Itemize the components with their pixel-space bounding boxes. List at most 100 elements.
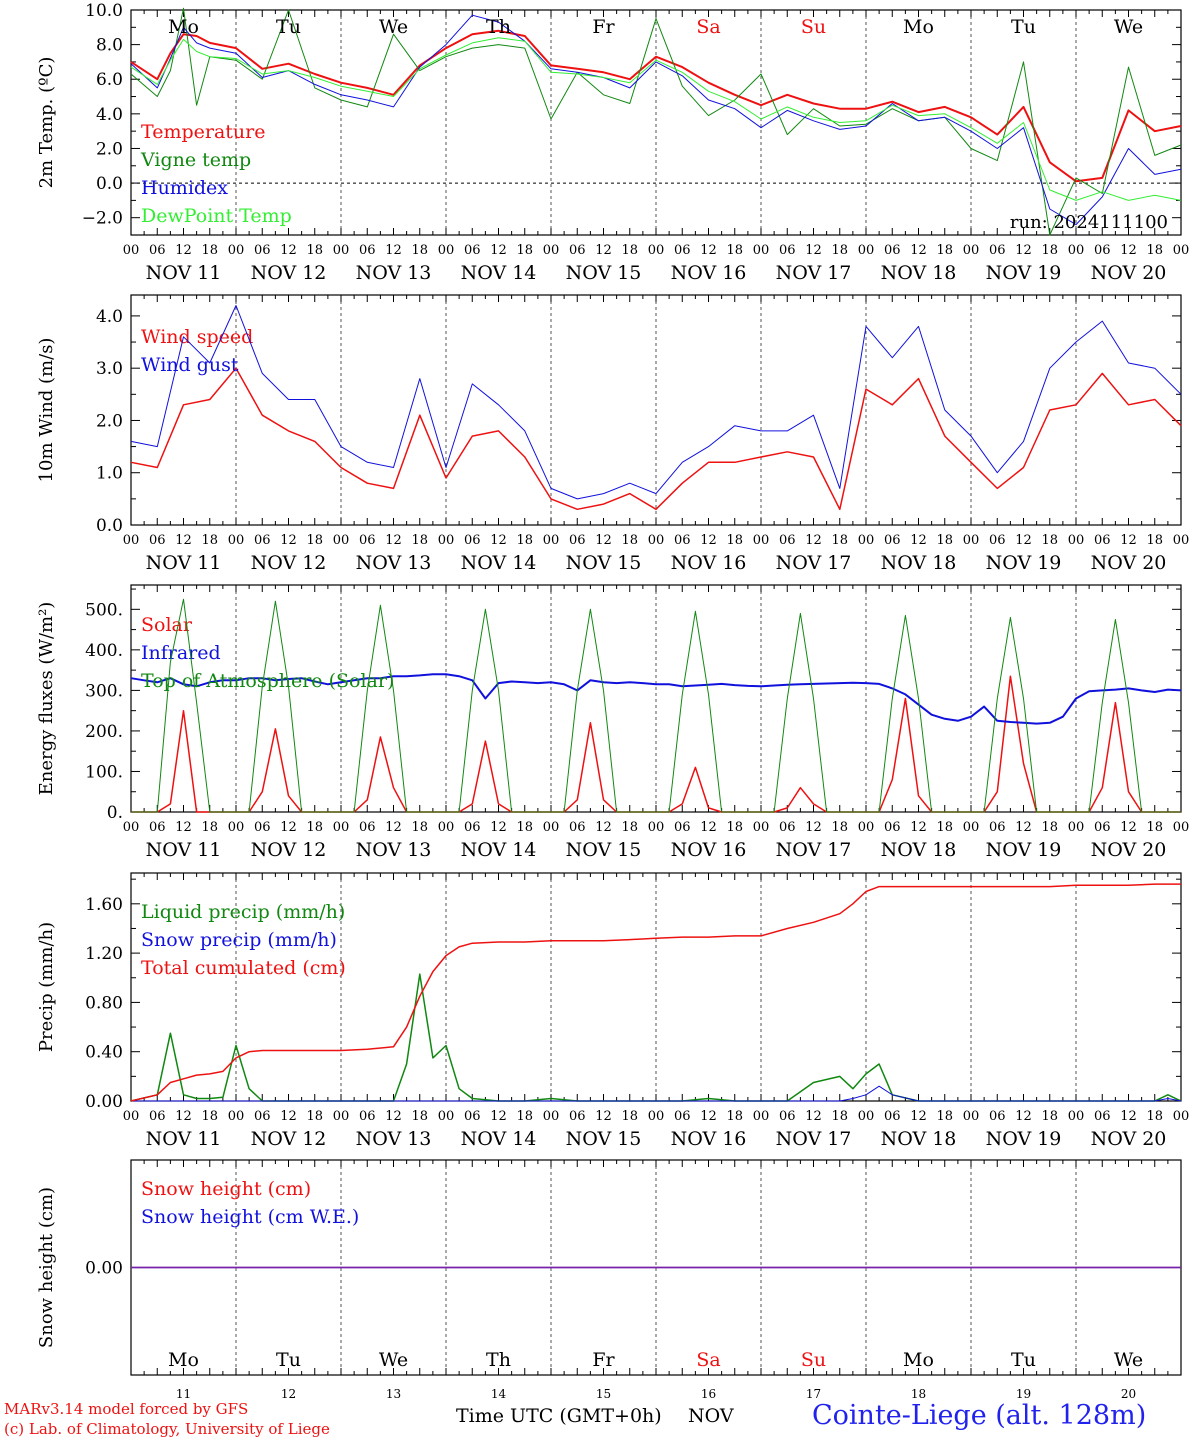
hour-label: 18: [726, 820, 743, 835]
legend-entry: Solar: [141, 614, 193, 636]
hour-label: 18: [1146, 820, 1163, 835]
day-label: NOV 14: [461, 262, 537, 284]
day-label: NOV 18: [881, 262, 957, 284]
day-label: NOV 17: [776, 1128, 852, 1150]
hour-label: 06: [464, 243, 481, 258]
hour-label: 12: [910, 533, 927, 548]
legend-entry: Humidex: [141, 177, 228, 199]
weekday-label: Mo: [168, 1349, 199, 1371]
hour-label: 06: [149, 243, 166, 258]
hour-label: 18: [1041, 820, 1058, 835]
series-line: [131, 1085, 1182, 1102]
y-tick-label: 0.: [107, 803, 123, 823]
hour-label: 18: [831, 820, 848, 835]
y-tick-label: 1.60: [85, 895, 123, 915]
lab-credit: (c) Lab. of Climatology, University of L…: [4, 1420, 330, 1438]
hour-label: 00: [753, 820, 770, 835]
weekday-label: Su: [801, 1349, 826, 1371]
hour-label: 00: [543, 533, 560, 548]
legend-entry: DewPoint Temp: [141, 205, 292, 227]
hour-label: 00: [858, 243, 875, 258]
hour-label: 18: [411, 533, 428, 548]
hour-label: 18: [1041, 1109, 1058, 1124]
hour-label: 18: [621, 1109, 638, 1124]
day-label: NOV 20: [1091, 262, 1167, 284]
y-tick-label: 400.: [85, 641, 123, 661]
hour-label: 12: [385, 1109, 402, 1124]
hour-label: 06: [1094, 820, 1111, 835]
hour-label: 12: [490, 243, 507, 258]
y-tick-label: 0.00: [85, 1092, 123, 1112]
hour-label: 00: [1068, 820, 1085, 835]
day-label: NOV 12: [251, 262, 327, 284]
day-label: NOV 11: [146, 552, 222, 574]
hour-label: 06: [1094, 1109, 1111, 1124]
day-number: 17: [806, 1387, 821, 1401]
weekday-label: Tu: [276, 1349, 301, 1371]
hour-label: 00: [963, 1109, 980, 1124]
hour-label: 18: [831, 533, 848, 548]
hour-label: 18: [621, 243, 638, 258]
hour-label: 12: [700, 533, 717, 548]
day-label: NOV 13: [356, 839, 432, 861]
day-number: 11: [176, 1387, 191, 1401]
hour-label: 12: [595, 533, 612, 548]
hour-label: 12: [1120, 1109, 1137, 1124]
day-label: NOV 19: [986, 262, 1062, 284]
hour-label: 00: [963, 243, 980, 258]
hour-label: 12: [385, 533, 402, 548]
day-label: NOV 18: [881, 1128, 957, 1150]
hour-label: 12: [700, 820, 717, 835]
hour-label: 18: [1146, 243, 1163, 258]
hour-label: 12: [910, 820, 927, 835]
hour-label: 18: [936, 243, 953, 258]
hour-label: 06: [569, 533, 586, 548]
legend-entry: Vigne temp: [140, 149, 251, 171]
hour-label: 00: [438, 243, 455, 258]
hour-label: 18: [201, 820, 218, 835]
y-axis-label: Precip (mm/h): [36, 922, 57, 1052]
hour-label: 06: [464, 820, 481, 835]
day-number: 18: [911, 1387, 926, 1401]
legend-entry: Snow height (cm): [141, 1178, 311, 1200]
day-label: NOV 16: [671, 262, 747, 284]
hour-label: 00: [753, 1109, 770, 1124]
hour-label: 12: [805, 820, 822, 835]
hour-label: 06: [254, 243, 271, 258]
hour-label: 06: [569, 243, 586, 258]
hour-label: 12: [175, 820, 192, 835]
y-tick-label: 8.0: [96, 36, 123, 56]
hour-label: 12: [595, 243, 612, 258]
y-tick-label: 0.0: [96, 516, 123, 536]
series-line: [130, 305, 1182, 500]
hour-label: 06: [779, 243, 796, 258]
hour-label: 18: [726, 533, 743, 548]
hour-label: 18: [936, 533, 953, 548]
hour-label: 00: [858, 820, 875, 835]
hour-label: 18: [1041, 533, 1058, 548]
day-label: NOV 15: [566, 1128, 642, 1150]
hour-label: 12: [595, 1109, 612, 1124]
day-label: NOV 15: [566, 262, 642, 284]
hour-label: 00: [228, 533, 245, 548]
hour-label: 00: [648, 1109, 665, 1124]
y-tick-label: 4.0: [96, 105, 123, 125]
y-tick-label: 1.0: [96, 464, 123, 484]
day-label: NOV 11: [146, 262, 222, 284]
legend-entry: Liquid precip (mm/h): [141, 901, 345, 923]
day-label: NOV 13: [356, 262, 432, 284]
hour-label: 06: [254, 820, 271, 835]
y-tick-label: 0.40: [85, 1043, 123, 1063]
weekday-label: Sa: [696, 16, 720, 38]
weekday-label: Fr: [592, 1349, 615, 1371]
y-tick-label: 100.: [85, 762, 123, 782]
series-line: [130, 14, 1182, 226]
hour-label: 18: [1146, 1109, 1163, 1124]
hour-label: 06: [989, 1109, 1006, 1124]
y-axis-label: 10m Wind (m/s): [36, 338, 57, 483]
hour-label: 06: [359, 243, 376, 258]
x-axis-title: Time UTC (GMT+0h): [456, 1405, 662, 1427]
hour-label: 12: [385, 820, 402, 835]
hour-label: 00: [1068, 243, 1085, 258]
